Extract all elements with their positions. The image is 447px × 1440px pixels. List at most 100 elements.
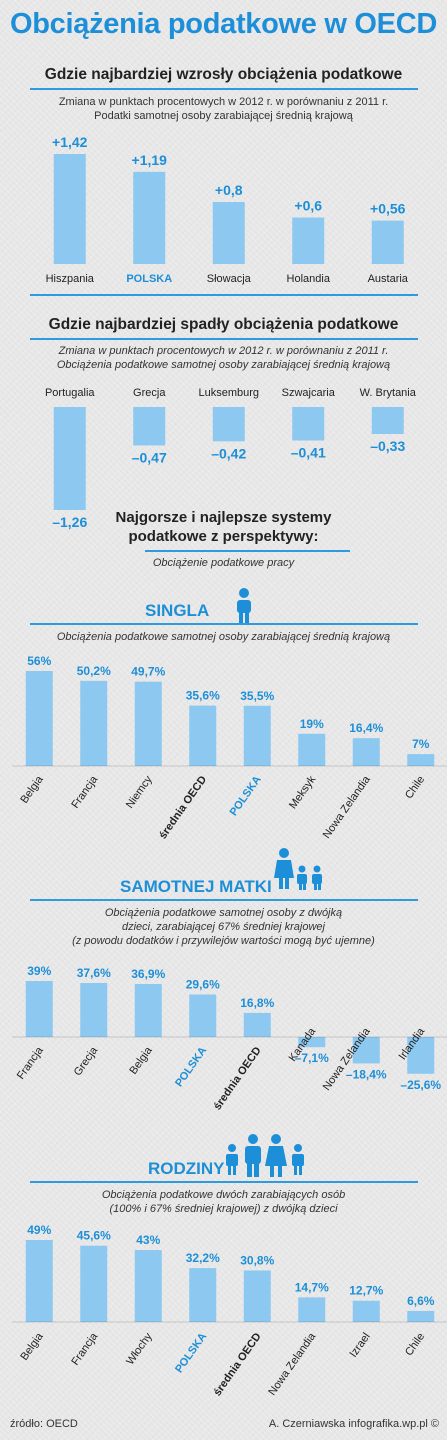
chart2-category-label-4: W. Brytania [360, 387, 417, 399]
chart5-value-label-2: 43% [136, 1233, 160, 1247]
chart5-category-label-4: średnia OECD [211, 1331, 263, 1399]
chart2-title: Gdzie najbardziej spadły obciążenia poda… [48, 316, 399, 333]
chart4-value-label-4: 16,8% [240, 996, 274, 1010]
chart1-subtitle-line1: Zmiana w punktach procentowych w 2012 r.… [58, 96, 389, 108]
chart5-bar-3 [189, 1268, 217, 1322]
chart1-rule [30, 88, 418, 90]
chart5-bar-6 [352, 1300, 380, 1322]
chart1-category-label-1: POLSKA [126, 273, 172, 285]
chart5-rule [30, 1181, 418, 1183]
chart5-bar-0 [25, 1240, 53, 1322]
chart4-title: SAMOTNEJ MATKI [120, 877, 272, 896]
chart4-value-label-2: 36,9% [131, 967, 165, 981]
chart1-subtitle-line2: Podatki samotnej osoby zarabiającej śred… [94, 110, 353, 122]
chart3-subtitle: Obciążenia podatkowe samotnej osoby zara… [56, 631, 391, 643]
chart4-rule [30, 899, 418, 901]
chart3-rule [30, 623, 418, 625]
chart1-bar-1 [133, 171, 166, 264]
chart1-bar-4 [371, 220, 404, 264]
chart2-value-label-4: –0,33 [370, 438, 405, 454]
chart4-value-label-0: 39% [27, 964, 51, 978]
chart4-value-label-5: –7,1% [295, 1051, 329, 1065]
chart3-bar-0 [25, 671, 53, 766]
chart1-title: Gdzie najbardziej wzrosły obciążenia pod… [44, 66, 403, 83]
chart1-value-label-1: +1,19 [132, 152, 168, 168]
single-person-icon [237, 588, 251, 623]
chart1-category-label-3: Holandia [287, 273, 331, 285]
chart2-subtitle-line1: Zmiana w punktach procentowych w 2012 r.… [58, 345, 389, 357]
perspective-rule [145, 550, 350, 552]
chart5-value-label-5: 14,7% [295, 1280, 329, 1294]
chart5-subtitle-line2: (100% i 67% średniej krajowej) z dwójką … [109, 1203, 338, 1215]
chart4-subtitle-line3: (z powodu dodatków i przywilejów wartośc… [72, 935, 375, 947]
chart5-category-label-3: POLSKA [173, 1331, 209, 1375]
chart2-subtitle-line2: Obciążenia podatkowe samotnej osoby zara… [56, 359, 391, 371]
chart3-title: SINGLA [145, 601, 210, 620]
chart4-bar-0 [25, 981, 53, 1037]
chart5-category-label-7: Chile [403, 1331, 427, 1358]
chart1-category-label-2: Słowacja [207, 273, 252, 285]
chart5-bar-1 [80, 1245, 108, 1322]
chart4-bar-1 [80, 983, 108, 1037]
chart2-bar-4 [371, 407, 404, 434]
chart5-bar-7 [407, 1310, 435, 1322]
chart1-value-label-0: +1,42 [52, 134, 88, 150]
chart5-subtitle-line1: Obciążenia podatkowe dwóch zarabiających… [101, 1189, 346, 1201]
chart2-value-label-3: –0,41 [291, 445, 326, 461]
chart1-category-label-0: Hiszpania [46, 273, 95, 285]
chart4-bar-7 [407, 1037, 435, 1074]
chart3-value-label-4: 35,5% [240, 689, 274, 703]
chart2-value-label-2: –0,42 [211, 445, 246, 461]
chart2-value-label-0: –1,26 [52, 514, 87, 530]
chart5-value-label-4: 30,8% [240, 1253, 274, 1267]
chart3-value-label-3: 35,6% [186, 689, 220, 703]
perspective-title-line1: Najgorsze i najlepsze systemy [115, 509, 332, 526]
chart2-category-label-1: Grecja [133, 387, 166, 399]
chart2-value-label-1: –0,47 [132, 449, 167, 465]
chart3-value-label-0: 56% [27, 654, 51, 668]
chart5-bar-4 [243, 1270, 271, 1322]
chart4-value-label-7: –25,6% [400, 1078, 441, 1092]
chart3-bar-1 [80, 680, 108, 766]
chart5-value-label-7: 6,6% [407, 1294, 435, 1308]
chart5-category-label-6: Izrael [347, 1331, 372, 1360]
perspective-title-line2: podatkowe z perspektywy: [128, 528, 319, 545]
chart2-category-label-0: Portugalia [45, 387, 95, 399]
mother-with-children-icon [274, 848, 322, 890]
chart5-value-label-3: 32,2% [186, 1251, 220, 1265]
chart4-subtitle-line2: dzieci, zarabiającej 67% średniej krajow… [122, 921, 325, 933]
chart1-value-label-3: +0,6 [294, 198, 322, 214]
chart5-value-label-6: 12,7% [349, 1284, 383, 1298]
chart2-rule [30, 338, 418, 340]
chart5-bar-2 [134, 1250, 162, 1322]
chart4-bar-5 [298, 1037, 326, 1048]
credit-note: A. Czerniawska infografika.wp.pl © [268, 1418, 439, 1430]
chart5-category-label-5: Nowa Zelandia [266, 1330, 318, 1398]
chart4-bar-6 [352, 1037, 380, 1064]
chart4-bar-3 [189, 994, 217, 1037]
perspective-subtitle: Obciążenie podatkowe pracy [152, 557, 295, 569]
chart5-bar-5 [298, 1297, 326, 1322]
chart5-category-label-0: Belgia [18, 1330, 46, 1363]
chart1-bar-3 [292, 217, 325, 264]
chart1-bar-2 [212, 202, 245, 264]
chart2-category-label-2: Luksemburg [198, 387, 259, 399]
chart5-title: RODZINY [148, 1159, 225, 1178]
chart3-bar-7 [407, 754, 435, 766]
chart3-value-label-5: 19% [300, 717, 324, 731]
chart3-value-label-6: 16,4% [349, 721, 383, 735]
chart3-value-label-7: 7% [412, 737, 430, 751]
chart4-bar-2 [134, 984, 162, 1037]
chart1-value-label-4: +0,56 [370, 201, 406, 217]
chart4-value-label-6: –18,4% [346, 1067, 387, 1081]
chart1-category-label-4: Austaria [368, 273, 409, 285]
chart2-category-label-3: Szwajcaria [282, 387, 336, 399]
family-icon [226, 1134, 304, 1177]
chart1-bar-0 [53, 154, 86, 264]
